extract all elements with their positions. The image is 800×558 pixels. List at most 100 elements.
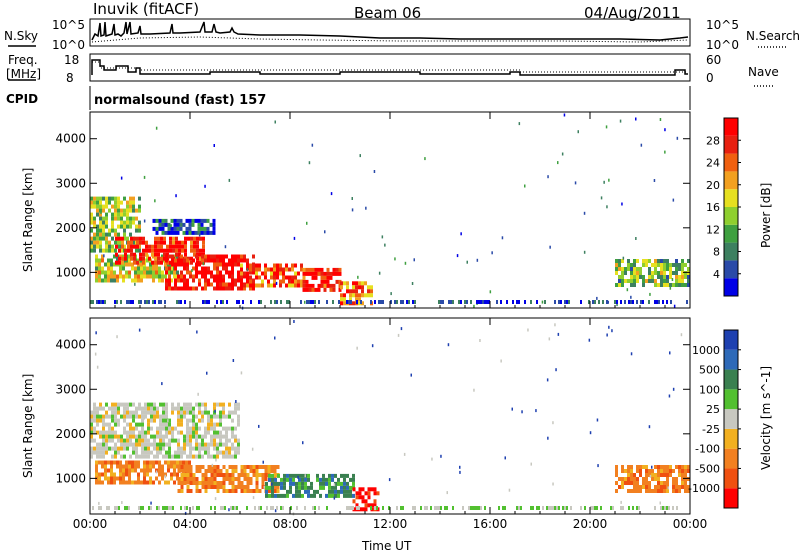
clutter-cell (524, 300, 526, 304)
data-cell (144, 446, 147, 451)
data-cell (654, 465, 657, 469)
data-cell (141, 438, 144, 443)
data-cell (161, 218, 165, 223)
data-cell (274, 477, 277, 482)
data-cell (102, 430, 105, 435)
scatter-point (588, 338, 591, 342)
clutter-cell (376, 506, 378, 510)
data-cell (660, 271, 663, 275)
scatter-point (384, 243, 386, 247)
data-cell (237, 418, 240, 423)
data-cell (311, 275, 315, 280)
data-cell (657, 485, 660, 489)
data-cell (177, 258, 180, 263)
data-cell (99, 196, 102, 201)
clutter-cell (348, 506, 350, 510)
scatter-point (557, 332, 560, 336)
data-cell (141, 406, 144, 411)
data-cell (331, 477, 334, 482)
data-cell (225, 477, 229, 481)
data-cell (210, 442, 213, 447)
data-cell (261, 485, 265, 489)
x-tick-label: 00:00 (673, 517, 708, 531)
data-cell (200, 230, 204, 235)
data-cell (101, 266, 104, 271)
data-cell (117, 232, 120, 237)
data-cell (355, 297, 358, 302)
data-cell (138, 228, 141, 233)
data-cell (104, 476, 107, 481)
data-cell (684, 271, 687, 275)
data-cell (280, 477, 283, 482)
data-cell (199, 252, 202, 257)
data-cell (197, 230, 201, 235)
data-cell (213, 473, 217, 477)
clutter-cell (502, 506, 504, 510)
data-cell (198, 489, 202, 493)
data-cell (117, 446, 120, 451)
data-cell (297, 271, 300, 276)
data-cell (195, 262, 198, 267)
data-cell (90, 244, 93, 249)
data-cell (258, 283, 261, 288)
data-cell (122, 464, 125, 469)
data-cell (370, 293, 373, 298)
data-cell (219, 434, 222, 439)
data-cell (160, 240, 163, 245)
data-cell (128, 262, 131, 267)
data-cell (207, 270, 210, 275)
data-cell (645, 481, 648, 485)
data-cell (231, 489, 235, 493)
data-cell (150, 418, 153, 423)
data-cell (184, 240, 187, 245)
clutter-cell (596, 506, 598, 510)
data-cell (90, 248, 93, 253)
data-cell (152, 464, 155, 469)
data-cell (113, 270, 116, 275)
data-cell (675, 259, 678, 263)
data-cell (171, 434, 174, 439)
data-cell (183, 477, 187, 481)
data-cell (204, 469, 208, 473)
data-cell (240, 254, 243, 259)
data-cell (639, 485, 642, 489)
clutter-cell (662, 300, 664, 304)
freq-left-tick-top: 18 (64, 53, 79, 67)
clutter-cell (476, 300, 478, 304)
data-cell (150, 426, 153, 431)
scatter-point (271, 482, 273, 486)
data-cell (325, 481, 328, 486)
data-cell (102, 438, 105, 443)
data-cell (144, 434, 147, 439)
velocity-x-axis: 00:00 04:00 08:00 12:00 16:00 20:00 00:00 (73, 318, 708, 531)
velocity-ylabel: Slant Range [km] (21, 374, 35, 478)
data-cell (90, 196, 93, 201)
data-cell (107, 476, 110, 481)
data-cell (307, 477, 310, 482)
data-cell (186, 286, 189, 291)
data-cell (630, 465, 633, 469)
data-cell (102, 418, 105, 423)
data-cell (246, 263, 249, 268)
data-cell (207, 282, 210, 287)
data-cell (642, 283, 645, 287)
data-cell (163, 248, 166, 253)
data-cell (189, 406, 192, 411)
data-cell (307, 489, 310, 494)
data-cell (630, 473, 633, 477)
data-cell (135, 224, 138, 229)
data-cell (183, 434, 186, 439)
data-cell (340, 489, 343, 494)
data-cell (158, 468, 161, 473)
data-cell (135, 446, 138, 451)
data-cell (340, 297, 343, 302)
data-cell (678, 275, 681, 279)
scatter-point (120, 176, 123, 180)
data-cell (179, 218, 183, 223)
clutter-cell (140, 506, 142, 510)
clutter-cell (480, 506, 482, 510)
data-cell (142, 260, 145, 265)
data-cell (183, 438, 186, 443)
data-cell (105, 442, 108, 447)
